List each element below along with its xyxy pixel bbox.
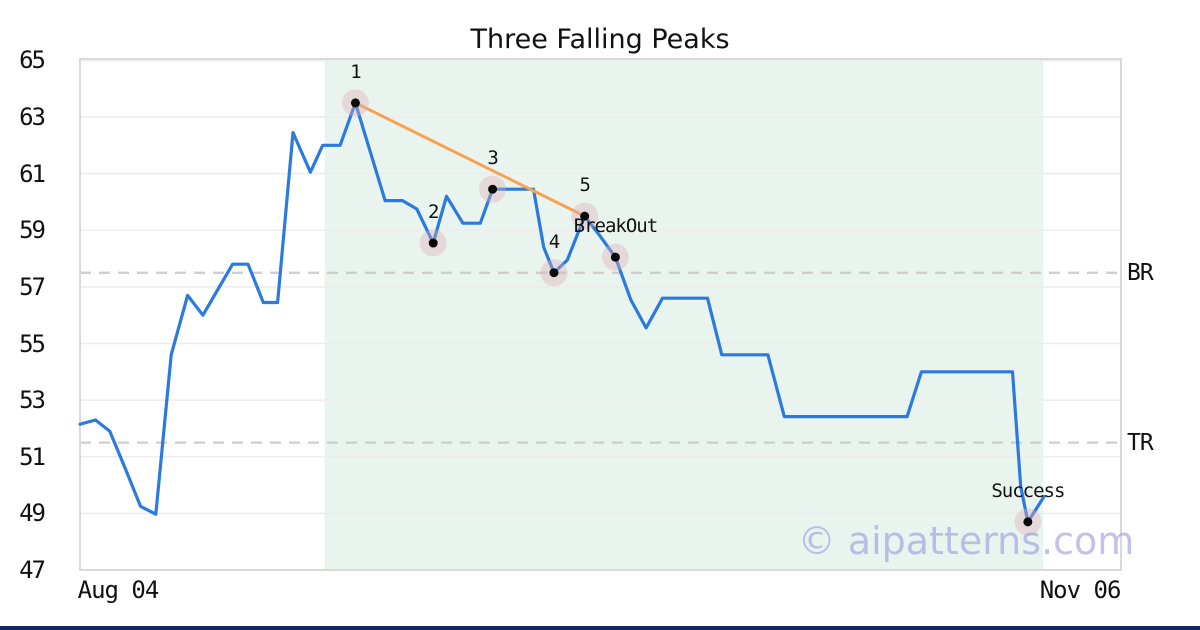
y-tick-label-65: 65 bbox=[19, 46, 46, 75]
marker-label-2: 2 bbox=[427, 201, 439, 224]
marker-label-3: 3 bbox=[487, 147, 498, 170]
chart-title: Three Falling Peaks bbox=[470, 24, 730, 55]
marker-label-5: 5 bbox=[579, 174, 590, 197]
hline-label-br: BR bbox=[1127, 259, 1154, 286]
y-tick-label-61: 61 bbox=[19, 159, 46, 188]
marker-label-breakout: BreakOut bbox=[573, 215, 659, 238]
y-tick-label-47: 47 bbox=[19, 556, 46, 584]
marker-label-1: 1 bbox=[350, 60, 361, 83]
bottom-accent-bar bbox=[0, 626, 1200, 630]
marker-dot-4 bbox=[549, 268, 559, 278]
y-tick-label-51: 51 bbox=[19, 442, 46, 471]
marker-dot-5 bbox=[580, 211, 590, 221]
marker-dot-1 bbox=[350, 98, 360, 108]
marker-label-4: 4 bbox=[548, 230, 560, 253]
marker-dot-2 bbox=[428, 238, 438, 248]
y-tick-label-53: 53 bbox=[19, 386, 46, 415]
watermark: © aipatterns.com bbox=[797, 519, 1135, 563]
y-tick-label-49: 49 bbox=[19, 499, 46, 528]
marker-dot-breakout bbox=[610, 252, 620, 262]
marker-dot-success bbox=[1023, 517, 1033, 527]
plot-border bbox=[79, 58, 1122, 571]
marker-label-success: Success bbox=[991, 479, 1065, 502]
y-tick-label-63: 63 bbox=[19, 103, 46, 132]
x-tick-label: Nov 06 bbox=[1039, 576, 1122, 604]
marker-dot-3 bbox=[488, 184, 498, 194]
hline-label-tr: TR bbox=[1127, 429, 1154, 456]
y-tick-label-59: 59 bbox=[19, 216, 46, 245]
price-line bbox=[78, 101, 1046, 524]
x-tick-label: Aug 04 bbox=[77, 576, 160, 604]
y-tick-label-55: 55 bbox=[19, 329, 46, 358]
y-tick-label-57: 57 bbox=[19, 272, 46, 301]
trendline bbox=[354, 101, 586, 218]
pattern-shaded-region bbox=[324, 59, 1044, 570]
